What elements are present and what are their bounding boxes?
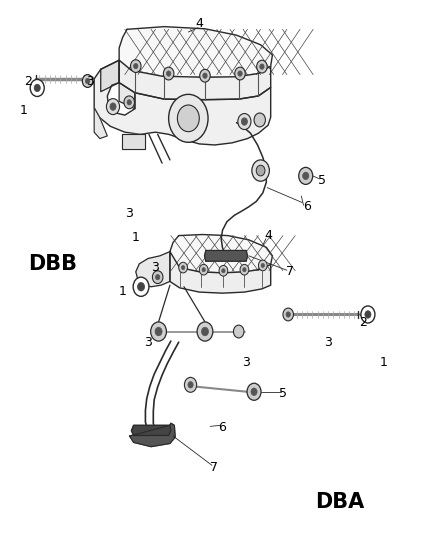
Circle shape: [222, 269, 225, 273]
Circle shape: [254, 113, 265, 127]
Circle shape: [169, 94, 208, 142]
Polygon shape: [119, 83, 135, 109]
Polygon shape: [170, 235, 272, 273]
Polygon shape: [136, 252, 170, 287]
Polygon shape: [101, 60, 119, 92]
Circle shape: [197, 322, 213, 341]
Circle shape: [219, 265, 228, 276]
Circle shape: [82, 75, 93, 87]
Circle shape: [152, 271, 163, 284]
Circle shape: [241, 118, 247, 125]
Polygon shape: [119, 27, 272, 77]
Text: 7: 7: [210, 461, 218, 474]
Circle shape: [283, 308, 293, 321]
Polygon shape: [94, 108, 107, 139]
Text: 5: 5: [318, 174, 326, 187]
Circle shape: [163, 67, 174, 80]
Text: 2: 2: [25, 75, 32, 88]
Text: 4: 4: [195, 18, 203, 30]
Circle shape: [261, 263, 265, 268]
Circle shape: [127, 100, 131, 105]
Circle shape: [166, 71, 171, 76]
Circle shape: [133, 277, 149, 296]
Circle shape: [233, 325, 244, 338]
Polygon shape: [119, 60, 271, 100]
Text: 3: 3: [125, 207, 133, 220]
Circle shape: [199, 264, 208, 275]
Text: 2: 2: [360, 316, 367, 329]
Circle shape: [286, 312, 290, 317]
Circle shape: [235, 67, 245, 80]
Circle shape: [131, 60, 141, 72]
Circle shape: [243, 268, 246, 272]
Text: 3: 3: [144, 336, 152, 349]
Text: 1: 1: [379, 356, 387, 369]
Circle shape: [106, 99, 120, 115]
Polygon shape: [205, 251, 247, 261]
Text: 6: 6: [219, 421, 226, 434]
Circle shape: [184, 377, 197, 392]
Text: 3: 3: [86, 75, 94, 88]
Text: DBB: DBB: [28, 254, 78, 274]
Circle shape: [134, 63, 138, 69]
Polygon shape: [131, 425, 171, 435]
Circle shape: [202, 268, 205, 272]
Text: 1: 1: [119, 285, 127, 298]
Circle shape: [30, 79, 44, 96]
Circle shape: [155, 274, 160, 280]
Circle shape: [155, 327, 162, 336]
Circle shape: [151, 322, 166, 341]
Circle shape: [85, 78, 90, 84]
Circle shape: [299, 167, 313, 184]
Text: 3: 3: [242, 356, 250, 369]
Polygon shape: [170, 252, 271, 293]
Circle shape: [303, 172, 309, 180]
Text: 3: 3: [152, 261, 159, 274]
Circle shape: [361, 306, 375, 323]
Circle shape: [240, 264, 249, 275]
Text: 7: 7: [286, 265, 294, 278]
Text: DBA: DBA: [315, 492, 364, 512]
Circle shape: [179, 262, 187, 273]
Circle shape: [256, 165, 265, 176]
Circle shape: [124, 96, 134, 109]
Circle shape: [138, 282, 145, 291]
Circle shape: [258, 260, 267, 271]
Text: 1: 1: [132, 231, 140, 244]
Circle shape: [251, 388, 257, 395]
Circle shape: [247, 383, 261, 400]
Circle shape: [365, 311, 371, 318]
Circle shape: [260, 64, 264, 69]
Polygon shape: [130, 423, 175, 447]
Circle shape: [238, 114, 251, 130]
Circle shape: [201, 327, 208, 336]
Circle shape: [110, 103, 116, 110]
Polygon shape: [122, 134, 145, 149]
Circle shape: [252, 160, 269, 181]
Text: 3: 3: [324, 336, 332, 349]
Circle shape: [238, 71, 242, 76]
Text: 6: 6: [303, 200, 311, 213]
Circle shape: [177, 105, 199, 132]
Circle shape: [203, 73, 207, 78]
Circle shape: [181, 265, 185, 270]
Circle shape: [200, 69, 210, 82]
Circle shape: [257, 60, 267, 73]
Text: 1: 1: [20, 104, 28, 117]
Circle shape: [188, 382, 193, 388]
Text: 5: 5: [279, 387, 286, 400]
Circle shape: [34, 84, 40, 92]
Polygon shape: [94, 60, 271, 145]
Text: 4: 4: [264, 229, 272, 242]
